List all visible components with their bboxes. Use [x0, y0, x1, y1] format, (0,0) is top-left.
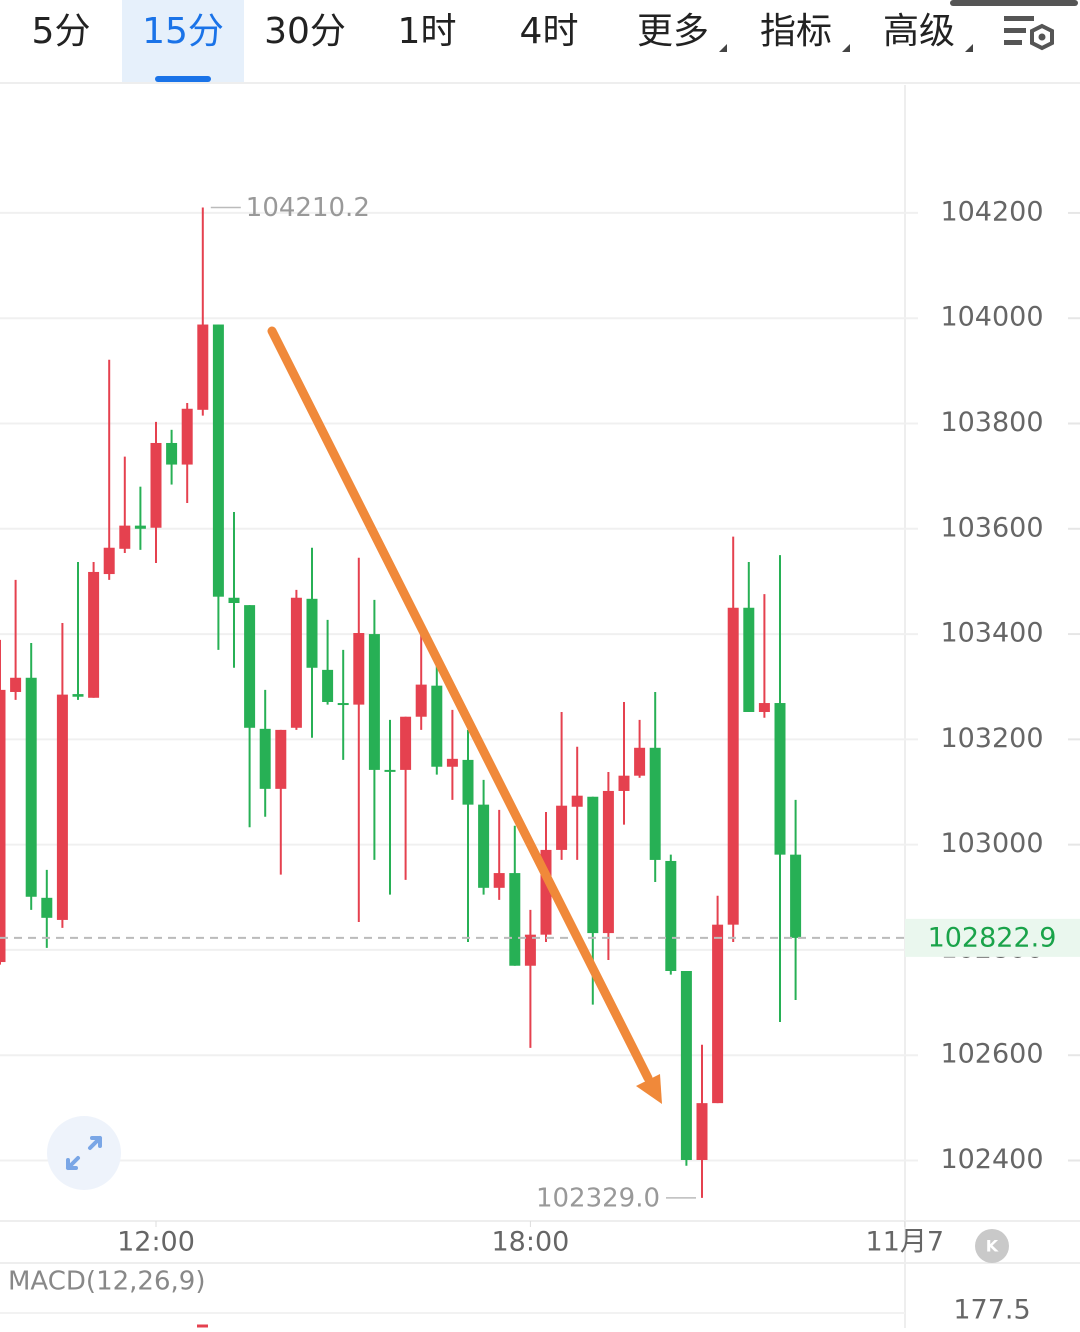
- y-tick-label: 104200: [940, 196, 1043, 227]
- last-price-label: 102822.9: [928, 922, 1057, 953]
- dropdown-caret: [842, 44, 850, 52]
- candle-body: [602, 790, 614, 934]
- candle-body: [400, 716, 412, 770]
- status-strip: [950, 0, 1078, 6]
- candle-body: [103, 547, 115, 575]
- candle-body: [25, 677, 37, 897]
- candle-body: [680, 970, 692, 1160]
- candle-body: [88, 571, 100, 698]
- candle-body: [41, 897, 53, 918]
- low-marker-label: 102329.0: [536, 1183, 660, 1213]
- svg-text:K: K: [986, 1237, 999, 1256]
- candle-body: [587, 796, 599, 934]
- tabs: 5分 15分 30分 1时 4时 更多 指标 高级: [32, 0, 973, 82]
- candle-body: [134, 525, 146, 529]
- candle-body: [774, 703, 786, 855]
- candle-body: [197, 324, 209, 410]
- tab[interactable]: 高级: [883, 11, 955, 52]
- candle-body: [244, 605, 256, 728]
- indicator-tick: 177.5: [953, 1295, 1030, 1326]
- candle-body: [72, 694, 84, 697]
- active-tab-indicator: [155, 76, 211, 82]
- tab[interactable]: 15分: [142, 11, 224, 52]
- candle-body: [306, 598, 318, 668]
- candle-body: [119, 525, 131, 549]
- candle-body: [150, 442, 162, 528]
- dropdown-caret: [719, 44, 727, 52]
- candle-body: [665, 860, 677, 971]
- candle-body: [337, 703, 349, 706]
- x-tick-label: 18:00: [491, 1227, 569, 1258]
- y-tick-label: 103400: [940, 618, 1043, 649]
- y-tick-label: 103000: [940, 828, 1043, 859]
- tab[interactable]: 30分: [264, 11, 346, 52]
- candle-body: [181, 408, 193, 465]
- y-tick-label: 103200: [940, 723, 1043, 754]
- tab[interactable]: 1时: [398, 11, 457, 52]
- candle-body: [228, 597, 240, 604]
- candle-body: [431, 685, 443, 767]
- candle-body: [556, 805, 568, 850]
- grid: 1024001026001028001030001032001034001036…: [0, 196, 1080, 1258]
- candle-body: [290, 597, 302, 728]
- candle-body: [727, 607, 739, 925]
- settings-icon[interactable]: [1004, 16, 1054, 51]
- tab[interactable]: 5分: [32, 11, 91, 52]
- high-marker-label: 104210.2: [246, 193, 370, 223]
- x-tick-label: 12:00: [117, 1227, 195, 1258]
- candle-body: [462, 759, 474, 805]
- candle-body: [743, 607, 755, 712]
- candle-body: [712, 924, 724, 1104]
- candle-body: [524, 934, 536, 966]
- candle-body: [259, 728, 271, 789]
- expand-button[interactable]: [47, 1116, 121, 1190]
- y-tick-label: 103600: [940, 512, 1043, 543]
- candle-body: [212, 324, 224, 597]
- candle-body: [166, 442, 178, 465]
- candle-body: [790, 854, 802, 938]
- candle-body: [0, 689, 6, 963]
- tab[interactable]: 指标: [760, 11, 832, 52]
- candle-body: [509, 873, 521, 966]
- candle-body: [322, 669, 334, 702]
- overlay: 102822.9 104210.2 102329.0: [0, 193, 1080, 1213]
- x-tick-label: 11月7: [866, 1227, 945, 1258]
- candle-body: [540, 849, 552, 935]
- candle-body: [571, 795, 583, 807]
- candle-body: [634, 747, 646, 776]
- last-price-box: [905, 918, 1080, 957]
- candle-body: [368, 634, 380, 770]
- candle-body: [649, 747, 661, 860]
- y-tick-label: 104000: [940, 302, 1043, 333]
- candle-body: [618, 775, 630, 791]
- indicator-label: MACD(12,26,9): [8, 1267, 205, 1297]
- candle-body: [384, 769, 396, 772]
- dropdown-caret: [965, 44, 973, 52]
- y-tick-label: 102400: [940, 1144, 1043, 1175]
- candles: [0, 207, 802, 1198]
- candle-body: [493, 873, 505, 888]
- candle-body: [446, 758, 458, 767]
- candle-body: [758, 703, 770, 712]
- candle-body: [696, 1103, 708, 1160]
- y-tick-label: 102600: [940, 1039, 1043, 1070]
- y-tick-label: 103800: [940, 407, 1043, 438]
- tab[interactable]: 4时: [520, 11, 579, 52]
- candle-body: [478, 804, 490, 888]
- active-tab-bg: [122, 0, 244, 82]
- scroll-latest-button[interactable]: K: [975, 1229, 1009, 1263]
- tab[interactable]: 更多: [637, 11, 709, 52]
- candle-body: [56, 694, 68, 920]
- candle-body: [275, 729, 287, 789]
- candle-body: [353, 633, 365, 705]
- trend-arrow: [267, 326, 662, 1104]
- candle-body: [10, 677, 22, 692]
- candle-body: [415, 684, 427, 717]
